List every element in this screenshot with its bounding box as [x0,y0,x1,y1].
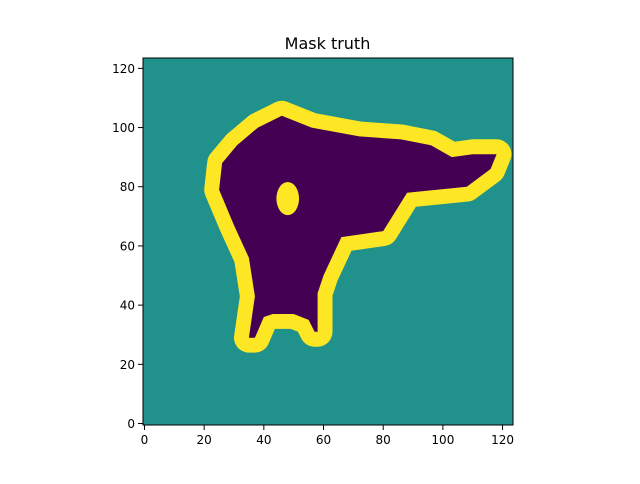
y-tick-label: 60 [120,239,135,253]
hole-boundary-region [276,182,299,215]
y-tick-label: 40 [120,299,135,313]
y-tick-label: 0 [127,417,135,431]
x-tick-label: 40 [256,433,271,447]
x-tick-label: 0 [141,433,149,447]
y-tick-label: 20 [120,358,135,372]
x-axis: 0 20 40 60 80 100 120 [141,425,514,447]
chart-title: Mask truth [285,34,371,53]
y-tick-label: 100 [112,121,135,135]
y-tick-label: 120 [112,62,135,76]
y-tick-label: 80 [120,180,135,194]
x-tick-label: 80 [376,433,391,447]
x-tick-label: 100 [431,433,454,447]
y-axis: 0 20 40 60 80 100 120 [112,62,143,431]
x-tick-label: 120 [491,433,514,447]
x-tick-label: 60 [316,433,331,447]
mask-image [143,58,513,425]
x-tick-label: 20 [197,433,212,447]
